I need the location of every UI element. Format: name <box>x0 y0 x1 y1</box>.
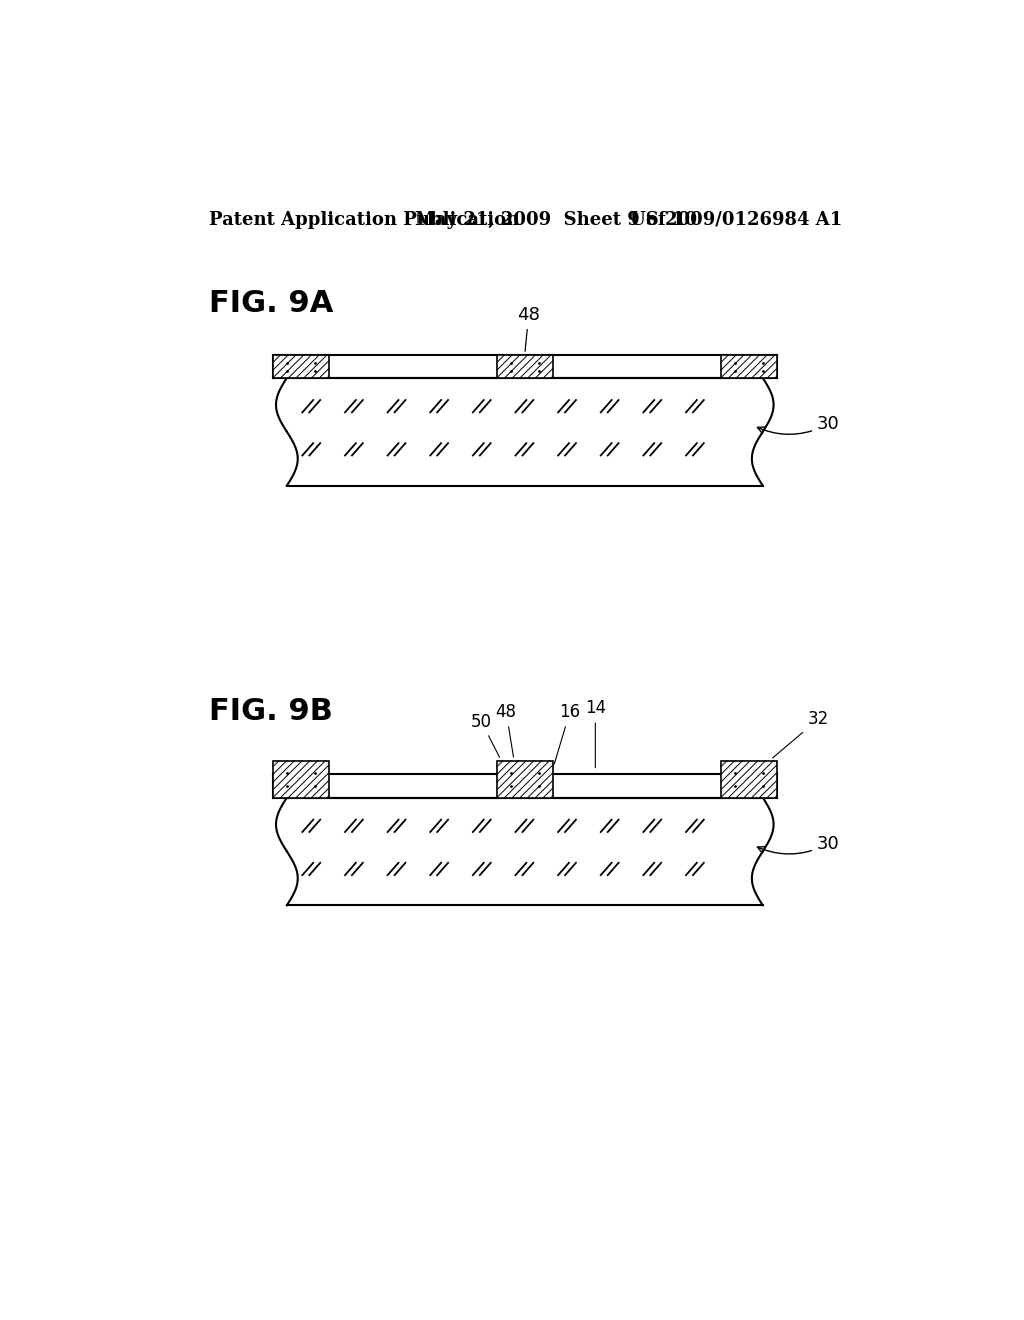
Text: 50: 50 <box>471 713 500 758</box>
Bar <box>497 760 553 797</box>
Text: 48: 48 <box>517 306 540 351</box>
Bar <box>721 760 776 797</box>
Text: 48: 48 <box>496 704 517 758</box>
Text: Patent Application Publication: Patent Application Publication <box>209 211 519 228</box>
Text: 32: 32 <box>772 710 828 758</box>
Bar <box>273 760 329 797</box>
Text: 16: 16 <box>554 704 581 764</box>
Text: US 2009/0126984 A1: US 2009/0126984 A1 <box>630 211 843 228</box>
Text: FIG. 9A: FIG. 9A <box>209 289 334 318</box>
Bar <box>273 760 329 797</box>
Bar <box>497 355 553 378</box>
Text: 30: 30 <box>758 834 840 854</box>
Text: FIG. 9B: FIG. 9B <box>209 697 333 726</box>
Text: 30: 30 <box>758 414 840 434</box>
Text: May 21, 2009  Sheet 9 of 10: May 21, 2009 Sheet 9 of 10 <box>415 211 697 228</box>
Bar <box>273 355 329 378</box>
Bar <box>273 355 329 378</box>
Bar <box>721 355 776 378</box>
Bar <box>497 760 553 797</box>
Bar <box>721 355 776 378</box>
Text: 14: 14 <box>585 700 606 768</box>
Bar <box>721 760 776 797</box>
Bar <box>497 355 553 378</box>
